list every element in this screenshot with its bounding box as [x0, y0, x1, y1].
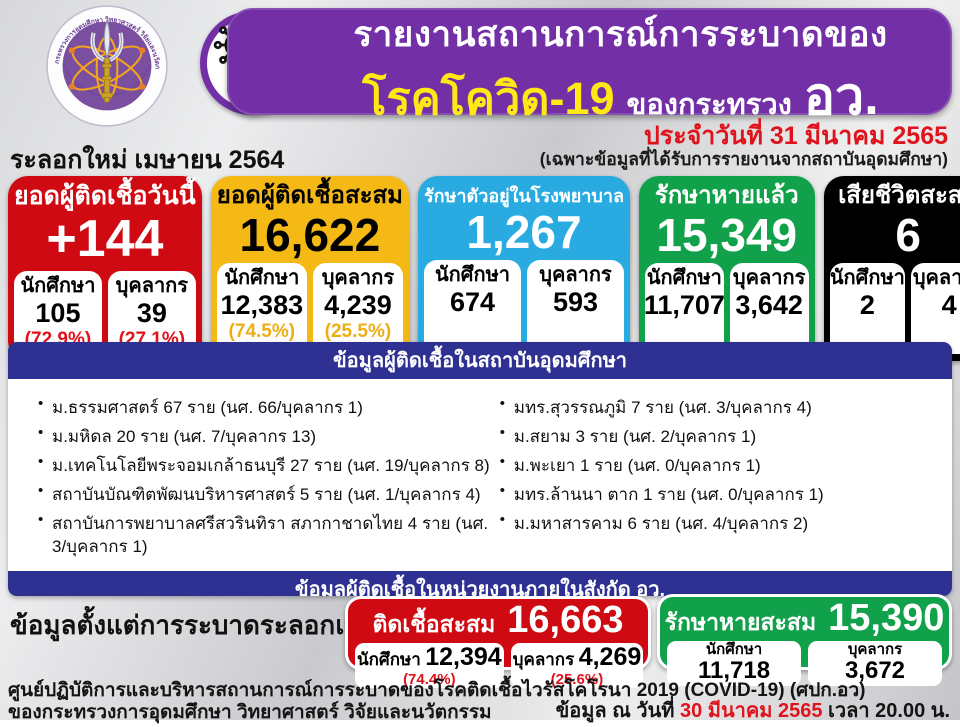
stat-cards-row: ยอดผู้ติดเชื้อวันนี้ +144 นักศึกษา 105 (… — [8, 176, 952, 338]
list-item: ม.ธรรมศาสตร์ 67 ราย (นศ. 66/บุคลากร 1) — [38, 397, 500, 420]
students-value: 105 — [35, 298, 80, 329]
staff-value: 593 — [553, 287, 598, 318]
staff-value: 4,239 — [324, 290, 392, 321]
fw-recovered-title: รักษาหายสะสม — [665, 610, 817, 635]
staff-label: บุคลากร — [539, 263, 611, 287]
card-value: +144 — [14, 212, 196, 267]
staff-label: บุคลากร — [116, 274, 188, 298]
staff-value: 39 — [137, 298, 167, 329]
data-as-of-line: ข้อมูล ณ วันที่ 30 มีนาคม 2565 เวลา 20.0… — [556, 694, 950, 726]
staff-subcard: บุคลากร 593 — [527, 260, 624, 354]
staff-label: บุคลากร — [513, 650, 575, 669]
report-date-note: (เฉพาะข้อมูลที่ได้รับการรายงานจากสถาบันอ… — [540, 145, 948, 173]
mhesi-seal-logo: กระทรวงการอุดมศึกษา วิทยาศาสตร์ วิจัยและ… — [45, 4, 169, 128]
students-label: นักศึกษา — [20, 274, 95, 298]
staff-subcard: บุคลากร 4,239 (25.5%) — [313, 263, 403, 353]
students-value: 674 — [450, 287, 495, 318]
card-value: 16,622 — [217, 211, 403, 259]
disease-name: โรคโควิด-19 — [362, 62, 614, 134]
report-title-line1: รายงานสถานการณ์การระบาดของ — [297, 14, 944, 56]
students-label: นักศึกษา — [647, 266, 722, 290]
students-label: นักศึกษา — [830, 266, 905, 290]
students-percent: (74.5%) — [229, 321, 296, 343]
students-label: นักศึกษา — [357, 650, 421, 669]
universities-list: ม.ธรรมศาสตร์ 67 ราย (นศ. 66/บุคลากร 1)ม.… — [8, 379, 952, 571]
list-item: มทร.ล้านนา ตาก 1 ราย (นศ. 0/บุคลากร 1) — [500, 484, 926, 507]
students-subcard: นักศึกษา 674 — [424, 260, 521, 354]
staff-value: 4 — [942, 290, 957, 321]
asof-prefix: ข้อมูล ณ วันที่ — [556, 700, 680, 722]
students-subcard: นักศึกษา 2 — [830, 263, 906, 353]
list-item: ม.สยาม 3 ราย (นศ. 2/บุคลากร 1) — [500, 426, 926, 449]
card-title: เสียชีวิตสะสม — [830, 181, 960, 211]
card-value: 15,349 — [645, 211, 809, 259]
staff-value: 4,269 — [579, 643, 642, 671]
fw-recovered-value: 15,390 — [828, 598, 944, 640]
first-wave-infected-box: ติดเชื้อสะสม 16,663 นักศึกษา 12,394 (74.… — [345, 596, 651, 670]
students-value: 2 — [860, 290, 875, 321]
universities-list-right: มทร.สุวรรณภูมิ 7 ราย (นศ. 3/บุคลากร 4) ม.… — [500, 391, 926, 565]
fw-infected-title: ติดเชื้อสะสม — [373, 612, 496, 637]
card-title: รักษาตัวอยู่ในโรงพยาบาล — [424, 181, 624, 208]
report-title-banner: รายงานสถานการณ์การระบาดของ โรคโควิด-19 ข… — [227, 8, 952, 115]
card-value: 1,267 — [424, 208, 624, 256]
footer-org-line2: ของกระทรวงการอุดมศึกษา วิทยาศาสตร์ วิจัย… — [8, 697, 492, 727]
mhesi-seal-graphic: กระทรวงการอุดมศึกษา วิทยาศาสตร์ วิจัยและ… — [45, 4, 169, 128]
list-item: สถาบันการพยาบาลศรีสวรินทิรา สภากาชาดไทย … — [38, 513, 500, 559]
card-title: รักษาหายแล้ว — [645, 181, 809, 211]
list-item: มทร.สุวรรณภูมิ 7 ราย (นศ. 3/บุคลากร 4) — [500, 397, 926, 420]
wave-label: ระลอกใหม่ เมษายน 2564 — [10, 140, 284, 180]
card-value: 6 — [830, 211, 960, 259]
students-subcard: นักศึกษา 12,383 (74.5%) — [217, 263, 307, 353]
list-item: ม.เทคโนโลยีพระจอมเกล้าธนบุรี 27 ราย (นศ.… — [38, 455, 500, 478]
list-item: ม.มหิดล 20 ราย (นศ. 7/บุคลากร 13) — [38, 426, 500, 449]
students-label: นักศึกษา — [224, 266, 299, 290]
card-title: ยอดผู้ติดเชื้อวันนี้ — [14, 181, 196, 212]
students-value: 12,383 — [221, 290, 304, 321]
students-value: 11,707 — [644, 290, 725, 321]
asof-date: 30 มีนาคม 2565 — [680, 700, 823, 722]
staff-label: บุคลากร — [322, 266, 394, 290]
staff-subcard: บุคลากร 4 — [911, 263, 960, 353]
staff-label: บุคลากร — [913, 266, 960, 290]
universities-list-left: ม.ธรรมศาสตร์ 67 ราย (นศ. 66/บุคลากร 1) ม.… — [38, 391, 500, 565]
card-deaths: เสียชีวิตสะสม 6 นักศึกษา 2 บุคลากร 4 — [824, 176, 960, 361]
students-label: นักศึกษา — [435, 263, 510, 287]
agencies-section-title: ข้อมูลผู้ติดเชื้อในหน่วยงานภายในสังกัด อ… — [8, 571, 952, 596]
list-item: ม.มหาสารคาม 6 ราย (นศ. 4/บุคลากร 2) — [500, 513, 926, 536]
students-value: 12,394 — [425, 643, 501, 671]
list-item: ม.พะเยา 1 ราย (นศ. 0/บุคลากร 1) — [500, 455, 926, 478]
staff-percent: (25.5%) — [325, 321, 392, 343]
card-recovered: รักษาหายแล้ว 15,349 นักศึกษา 11,707 บุคล… — [639, 176, 815, 361]
first-wave-label: ข้อมูลตั้งแต่การระบาดระลอกแรก — [10, 605, 382, 646]
card-cumulative-cases: ยอดผู้ติดเชื้อสะสม 16,622 นักศึกษา 12,38… — [211, 176, 409, 361]
fw-infected-value: 16,663 — [507, 600, 623, 642]
first-wave-recovered-box: รักษาหายสะสม 15,390 นักศึกษา 11,718 บุคล… — [657, 594, 952, 670]
staff-label: บุคลากร — [733, 266, 805, 290]
card-new-cases-today: ยอดผู้ติดเชื้อวันนี้ +144 นักศึกษา 105 (… — [8, 176, 202, 361]
staff-subcard: บุคลากร 3,642 — [730, 263, 809, 353]
list-item: สถาบันบัณฑิตพัฒนบริหารศาสตร์ 5 ราย (นศ. … — [38, 484, 500, 507]
staff-value: 3,642 — [735, 290, 803, 321]
students-subcard: นักศึกษา 11,707 — [645, 263, 724, 353]
asof-suffix: เวลา 20.00 น. — [823, 700, 951, 722]
universities-section-title: ข้อมูลผู้ติดเชื้อในสถาบันอุดมศึกษา — [8, 342, 952, 379]
infection-details-panel: ข้อมูลผู้ติดเชื้อในสถาบันอุดมศึกษา ม.ธรร… — [8, 342, 952, 596]
card-title: ยอดผู้ติดเชื้อสะสม — [217, 181, 403, 211]
card-hospitalized: รักษาตัวอยู่ในโรงพยาบาล 1,267 นักศึกษา 6… — [418, 176, 630, 361]
